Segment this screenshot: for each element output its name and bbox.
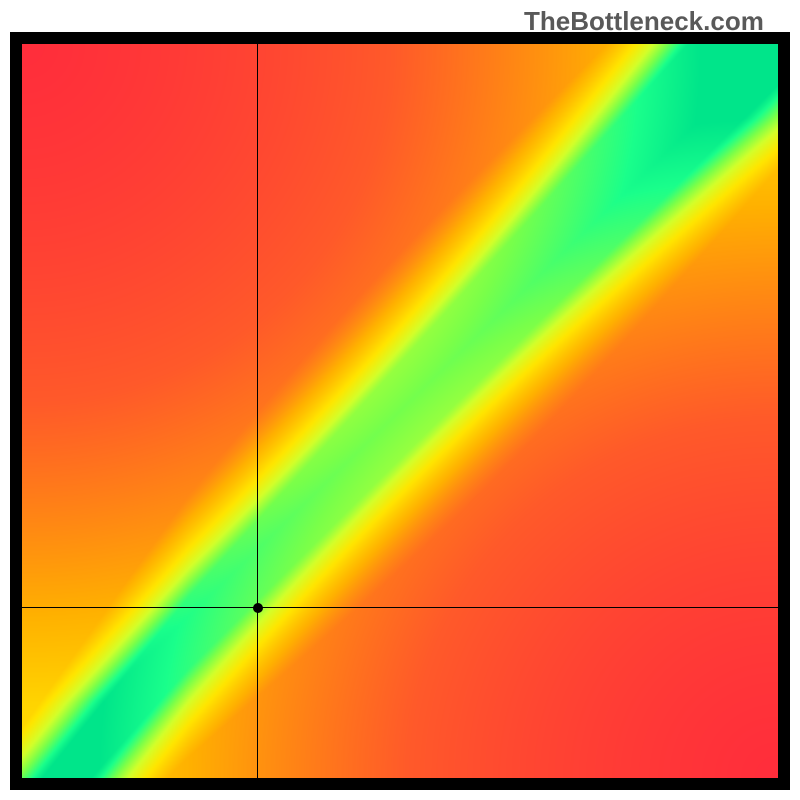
data-point-marker [253,603,263,613]
crosshair-horizontal [22,607,778,608]
crosshair-vertical [257,44,258,778]
plot-frame [10,32,790,790]
watermark-text: TheBottleneck.com [524,6,764,37]
